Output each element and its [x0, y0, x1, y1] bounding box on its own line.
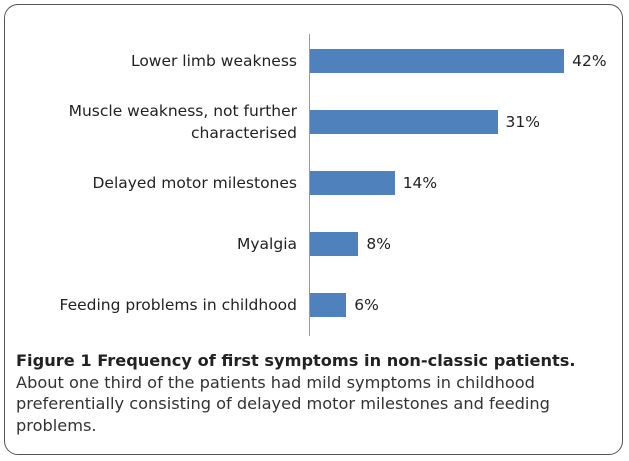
bar [310, 110, 498, 134]
category-axis [309, 34, 310, 336]
bar [310, 293, 347, 317]
bar [310, 49, 565, 73]
value-label: 42% [572, 52, 607, 70]
value-label: 6% [354, 296, 379, 314]
category-label: Muscle weakness, not further characteris… [68, 102, 297, 142]
category-label: Lower limb weakness [130, 52, 297, 70]
bar [310, 232, 359, 256]
caption-title: Figure 1 Frequency of first symptoms in … [16, 351, 576, 370]
chart: Lower limb weakness 42% Muscle weakness, n… [59, 34, 607, 336]
figure-frame [4, 4, 623, 455]
bar [310, 171, 395, 195]
value-label: 31% [505, 113, 540, 131]
value-label: 8% [366, 235, 391, 253]
value-label: 14% [402, 174, 438, 192]
category-label: Myalgia [237, 235, 297, 253]
category-label: Feeding problems in childhood [59, 296, 298, 314]
caption-text: About one third of the patients had mild… [16, 372, 550, 435]
category-label: Delayed motor milestones [92, 174, 297, 192]
caption: Figure 1 Frequency of first symptoms in … [16, 350, 616, 436]
